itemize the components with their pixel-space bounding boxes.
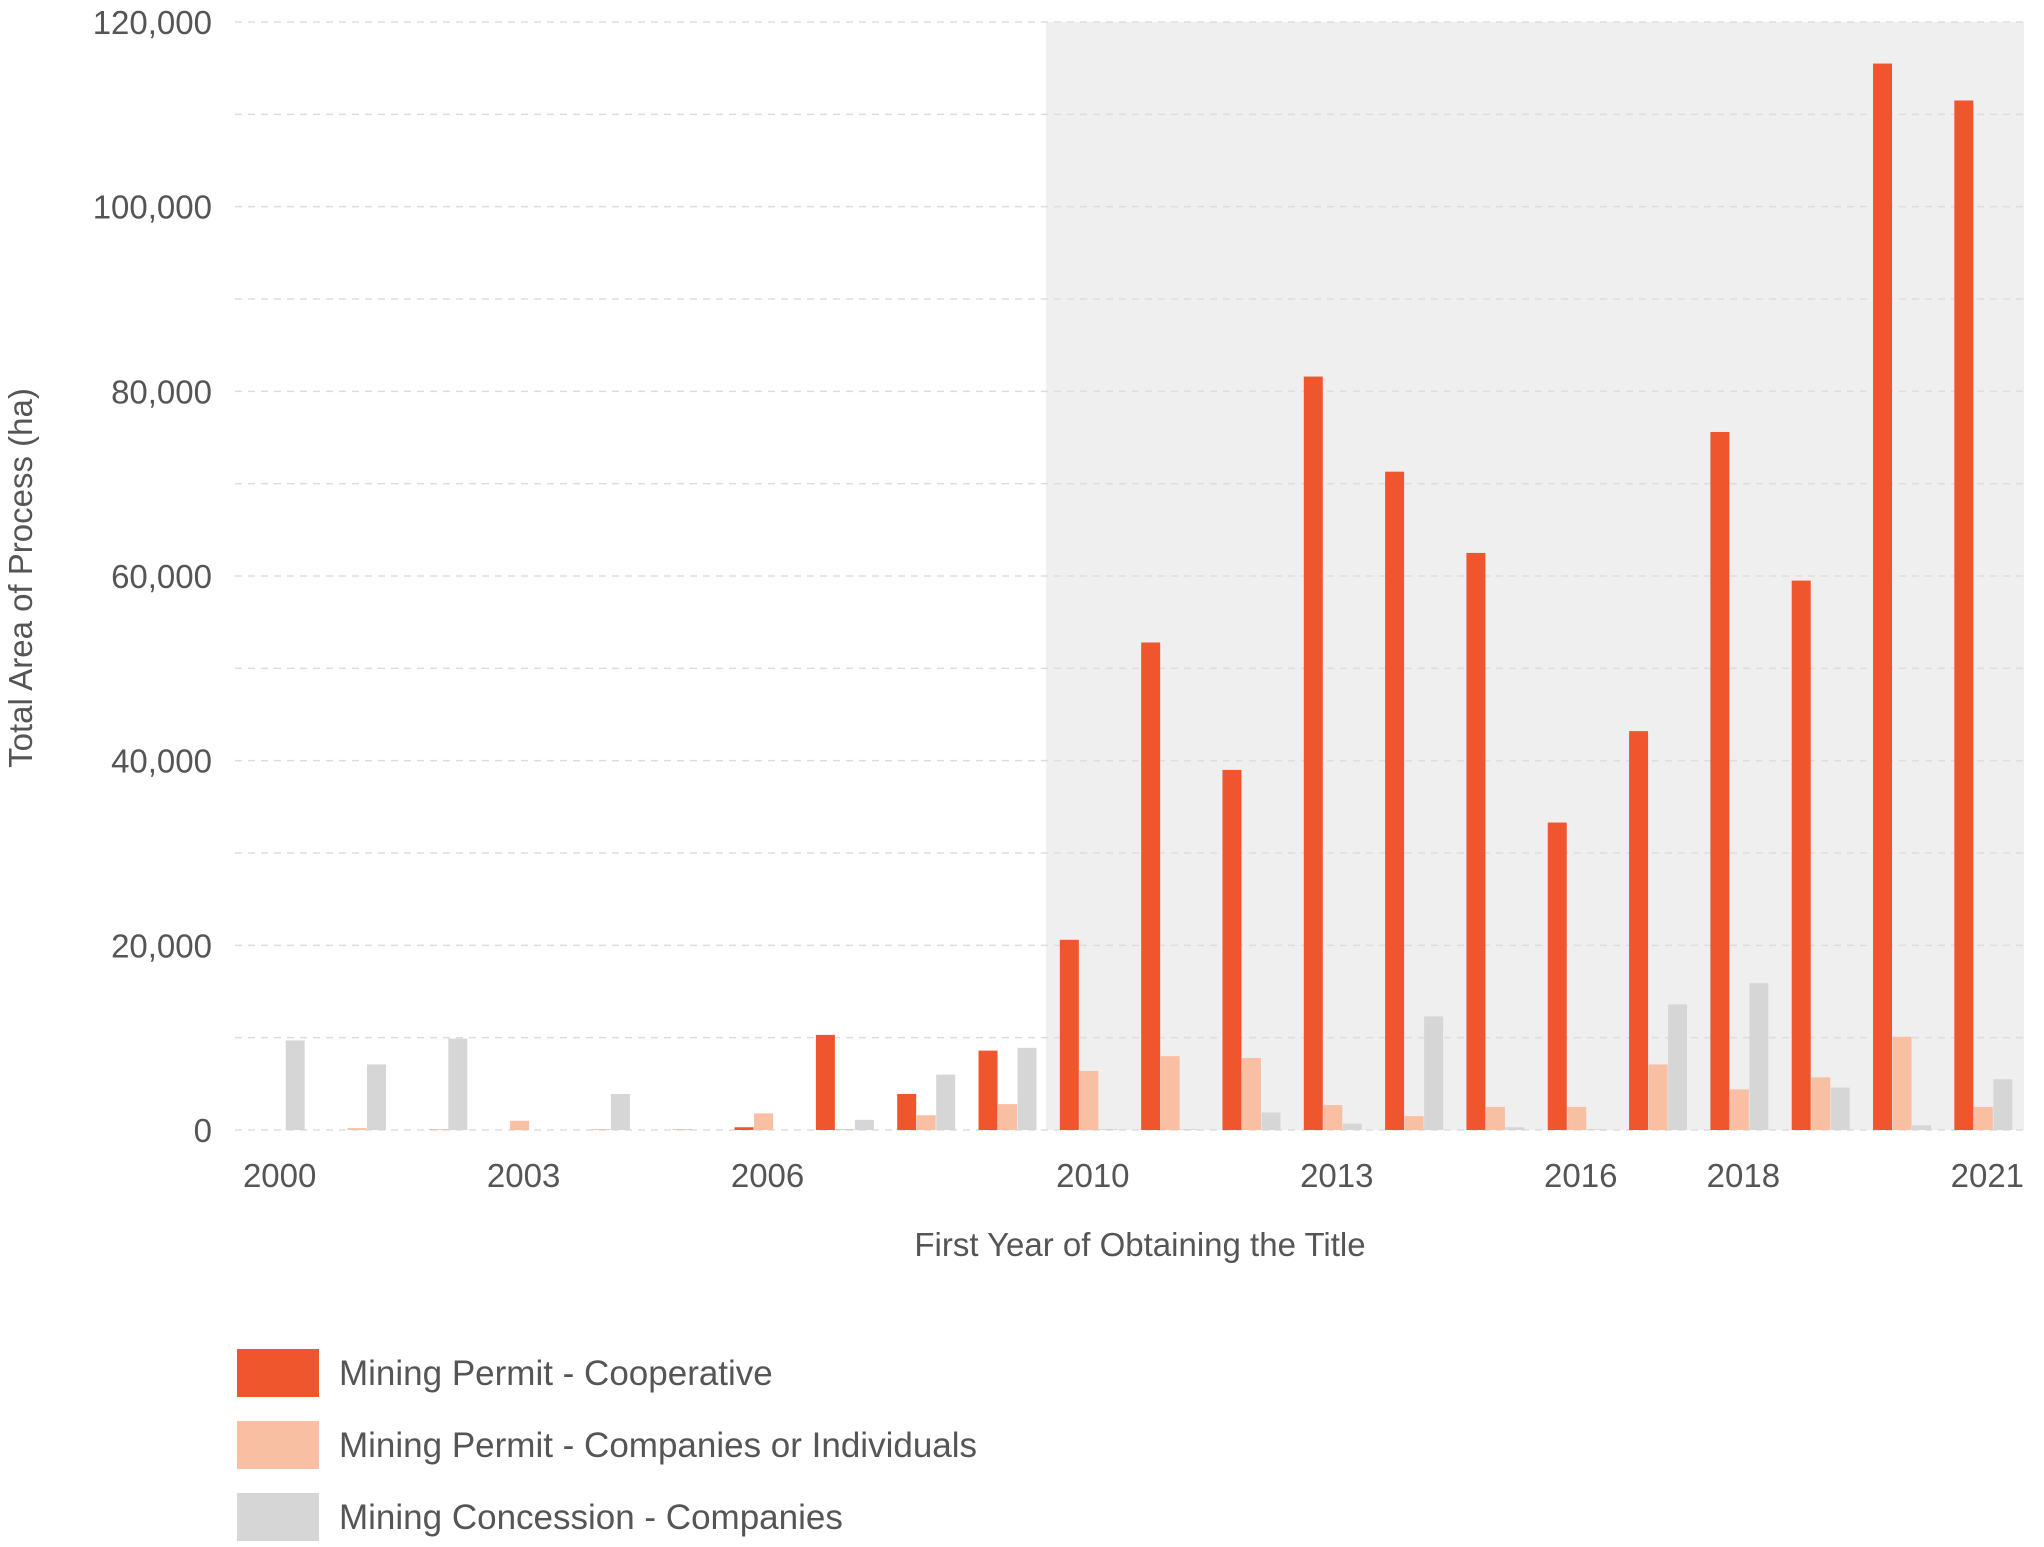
bar: [1547, 822, 1567, 1130]
bar: [1710, 431, 1730, 1131]
bar: [428, 1129, 448, 1130]
x-tick-label: 2000: [243, 1157, 316, 1194]
bar: [1303, 376, 1323, 1130]
legend-swatch: [237, 1493, 319, 1541]
x-tick-label: 2016: [1544, 1157, 1617, 1194]
bar: [734, 1127, 754, 1130]
bar: [1261, 1112, 1281, 1130]
bar: [366, 1064, 386, 1130]
bar: [1323, 1105, 1343, 1130]
bar: [347, 1128, 367, 1130]
bar: [897, 1093, 917, 1130]
bar: [1079, 1070, 1099, 1130]
bar: [1791, 580, 1811, 1130]
bar: [448, 1038, 468, 1130]
bar: [510, 1120, 530, 1130]
x-tick-label: 2018: [1707, 1157, 1780, 1194]
bar: [1059, 939, 1079, 1130]
bar: [1222, 769, 1242, 1130]
legend-swatch: [237, 1349, 319, 1397]
legend-label: Mining Permit - Cooperative: [339, 1354, 773, 1393]
bar: [1973, 1106, 1993, 1130]
bar: [1098, 1129, 1118, 1130]
bar: [285, 1040, 305, 1130]
bar: [1485, 1106, 1505, 1130]
bar: [1993, 1079, 2013, 1130]
bar: [1141, 642, 1161, 1130]
legend-label: Mining Concession - Companies: [339, 1498, 843, 1537]
bar: [754, 1113, 774, 1130]
bar: [1912, 1125, 1932, 1130]
y-tick-label: 0: [194, 1112, 212, 1149]
legend: Mining Permit - Cooperative Mining Permit…: [237, 1349, 977, 1541]
bar: [1954, 100, 1974, 1131]
bar: [1017, 1047, 1037, 1130]
bar: [1729, 1089, 1749, 1130]
bar: [672, 1129, 692, 1130]
y-tick-label: 60,000: [111, 558, 212, 595]
bar: [1749, 983, 1769, 1130]
x-axis-title: First Year of Obtaining the Title: [914, 1226, 1365, 1263]
bar: [978, 1050, 998, 1130]
x-tick-label: 2003: [487, 1157, 560, 1194]
bar: [610, 1093, 630, 1130]
bar: [1424, 1016, 1444, 1130]
legend-label: Mining Permit - Companies or Individuals: [339, 1426, 977, 1465]
bar: [591, 1129, 611, 1130]
y-tick-label: 20,000: [111, 927, 212, 964]
bar: [1342, 1123, 1362, 1130]
bar: [998, 1104, 1018, 1130]
bar: [1385, 471, 1405, 1130]
x-tick-label: 2010: [1056, 1157, 1129, 1194]
bar: [1160, 1056, 1180, 1130]
bar: [1629, 731, 1649, 1130]
bar: [1668, 1004, 1688, 1130]
bar: [835, 1129, 855, 1130]
y-tick-label: 80,000: [111, 373, 212, 410]
y-tick-label: 40,000: [111, 743, 212, 780]
x-tick-label: 2013: [1300, 1157, 1373, 1194]
y-tick-label: 100,000: [93, 189, 212, 226]
bar: [1892, 1036, 1912, 1130]
bar: [1567, 1106, 1587, 1130]
bar: [1180, 1129, 1200, 1130]
bar: [1873, 63, 1893, 1130]
bar: [916, 1115, 936, 1130]
bar: [1241, 1057, 1261, 1130]
bar: [936, 1074, 956, 1130]
bar: [854, 1119, 874, 1130]
bar: [1586, 1129, 1606, 1130]
x-tick-label: 2006: [731, 1157, 804, 1194]
legend-swatch: [237, 1421, 319, 1469]
y-tick-label: 120,000: [93, 4, 212, 41]
bar: [1404, 1116, 1424, 1130]
y-axis-title: Total Area of Process (ha): [2, 388, 39, 768]
bar: [1811, 1077, 1831, 1130]
bar: [1466, 552, 1486, 1130]
bar: [1648, 1064, 1668, 1130]
bar: [1830, 1087, 1850, 1130]
bar: [815, 1034, 835, 1130]
bar: [1505, 1127, 1525, 1130]
x-tick-label: 2021: [1951, 1157, 2024, 1194]
